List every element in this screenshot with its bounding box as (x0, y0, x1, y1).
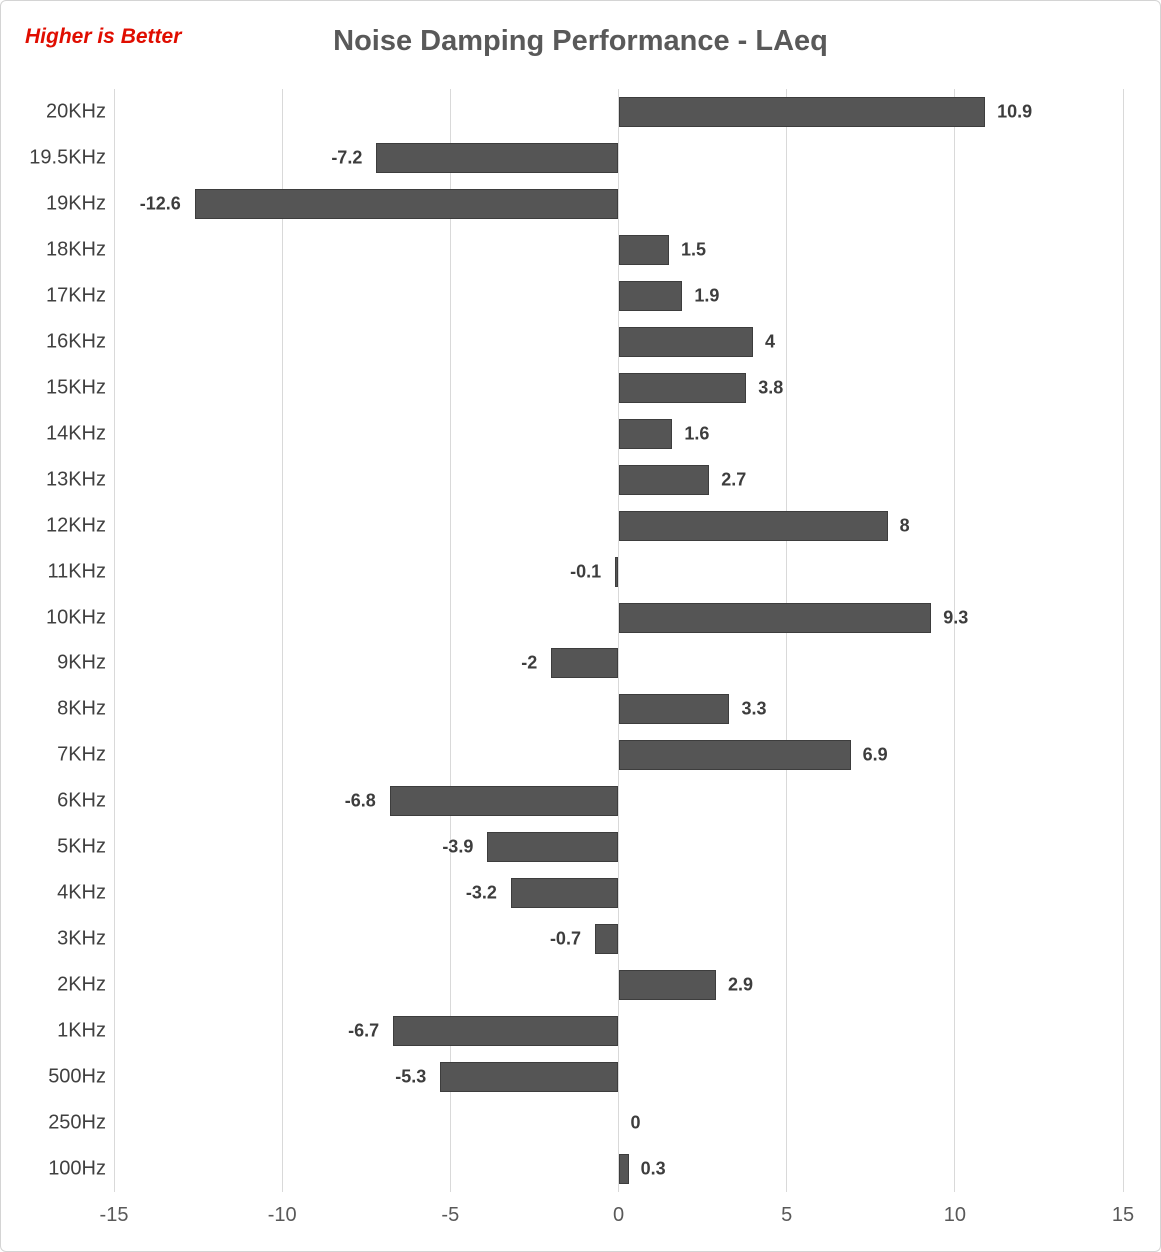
value-label-4khz: -3.2 (465, 882, 497, 903)
value-label-5khz: -3.9 (442, 836, 474, 857)
bar-11khz (615, 556, 619, 587)
value-label-19-5khz: -7.2 (331, 147, 363, 168)
category-label-1khz: 1KHz (57, 1019, 106, 1042)
bar-19khz (194, 188, 619, 219)
value-label-16khz: 4 (765, 331, 776, 352)
bar-1khz (393, 1016, 619, 1047)
value-label-3khz: -0.7 (549, 928, 581, 949)
value-label-18khz: 1.5 (680, 239, 706, 260)
bar-500hz (440, 1062, 619, 1093)
bar-100hz (618, 1154, 629, 1185)
value-label-12khz: 8 (899, 515, 910, 536)
category-label-17khz: 17KHz (45, 284, 106, 307)
value-label-13khz: 2.7 (721, 469, 747, 490)
category-label-9khz: 9KHz (57, 651, 106, 674)
value-label-100hz: 0.3 (640, 1158, 666, 1179)
category-label-11khz: 11KHz (47, 560, 106, 583)
gridline (113, 89, 115, 1192)
gridline (281, 89, 283, 1192)
category-label-5khz: 5KHz (57, 835, 106, 858)
value-label-1khz: -6.7 (348, 1020, 380, 1041)
category-label-14khz: 14KHz (45, 422, 106, 445)
bar-14khz (618, 418, 673, 449)
category-label-250hz: 250Hz (48, 1111, 106, 1134)
bar-15khz (618, 372, 747, 403)
gridline (1122, 89, 1124, 1192)
category-label-12khz: 12KHz (45, 514, 106, 537)
category-label-4khz: 4KHz (57, 881, 106, 904)
x-axis-tick-label: 10 (943, 1204, 966, 1226)
value-label-19khz: -12.6 (139, 193, 181, 214)
x-axis-tick-label: -15 (99, 1204, 129, 1226)
category-label-6khz: 6KHz (57, 789, 106, 812)
bar-2khz (618, 970, 717, 1001)
bar-16khz (618, 326, 754, 357)
gridline (449, 89, 451, 1192)
bar-18khz (618, 234, 669, 265)
bar-10khz (618, 602, 932, 633)
category-label-7khz: 7KHz (57, 743, 106, 766)
value-label-9khz: -2 (521, 652, 538, 673)
bar-20khz (618, 96, 986, 127)
bar-3khz (594, 924, 619, 955)
bar-13khz (618, 464, 710, 495)
category-label-19-5khz: 19.5KHz (29, 146, 106, 169)
bar-5khz (487, 832, 619, 863)
value-label-250hz: 0 (630, 1112, 641, 1133)
category-label-2khz: 2KHz (57, 973, 106, 996)
x-axis-tick-label: 5 (781, 1204, 793, 1226)
category-label-20khz: 20KHz (45, 100, 106, 123)
bar-6khz (389, 786, 619, 817)
category-label-16khz: 16KHz (45, 330, 106, 353)
plot-area (113, 89, 1124, 1192)
value-label-11khz: -0.1 (570, 561, 602, 582)
value-label-17khz: 1.9 (694, 285, 720, 306)
category-label-10khz: 10KHz (45, 606, 106, 629)
category-label-100hz: 100Hz (48, 1157, 106, 1180)
value-label-2khz: 2.9 (728, 974, 754, 995)
value-label-20khz: 10.9 (997, 101, 1033, 122)
bar-7khz (618, 740, 851, 771)
value-label-15khz: 3.8 (758, 377, 784, 398)
value-label-7khz: 6.9 (862, 744, 888, 765)
bar-17khz (618, 280, 683, 311)
x-axis-tick-label: -5 (441, 1204, 460, 1226)
category-label-13khz: 13KHz (45, 468, 106, 491)
value-label-500hz: -5.3 (395, 1066, 427, 1087)
x-axis-tick-label: 15 (1111, 1204, 1135, 1226)
value-label-14khz: 1.6 (684, 423, 710, 444)
value-label-8khz: 3.3 (741, 698, 767, 719)
bar-9khz (551, 648, 619, 679)
category-label-500hz: 500Hz (48, 1065, 106, 1088)
bar-19-5khz (376, 142, 619, 173)
gridline (618, 89, 619, 1192)
category-label-3khz: 3KHz (57, 927, 106, 950)
category-label-18khz: 18KHz (45, 238, 106, 261)
gridline (954, 89, 956, 1192)
bar-8khz (618, 694, 730, 725)
value-label-10khz: 9.3 (943, 607, 969, 628)
category-label-15khz: 15KHz (45, 376, 106, 399)
value-label-6khz: -6.8 (344, 790, 376, 811)
category-label-8khz: 8KHz (57, 697, 106, 720)
chart-title: Noise Damping Performance - LAeq (333, 25, 828, 57)
bar-12khz (618, 510, 888, 541)
gridline (786, 89, 788, 1192)
x-axis-tick-label: -10 (267, 1204, 297, 1226)
higher-is-better-note: Higher is Better (25, 25, 182, 48)
category-label-19khz: 19KHz (45, 192, 106, 215)
x-axis-tick-label: 0 (612, 1204, 625, 1226)
bar-4khz (510, 878, 619, 909)
